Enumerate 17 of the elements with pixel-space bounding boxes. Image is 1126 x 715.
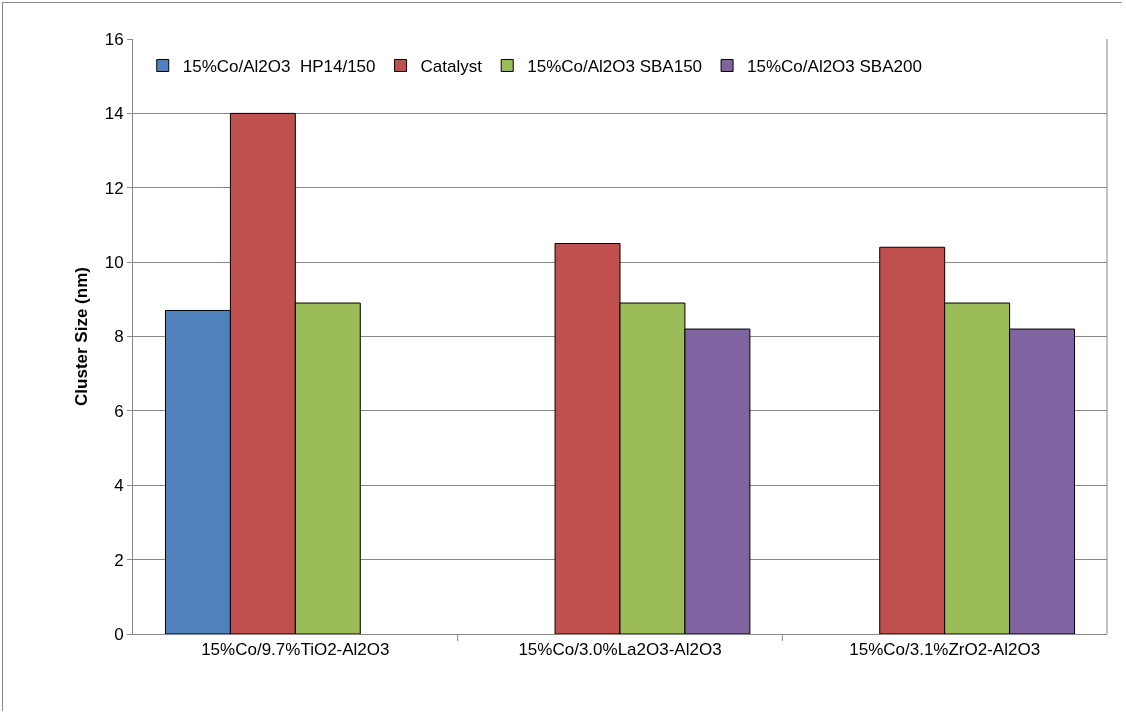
y-tick-label: 12 (104, 178, 124, 198)
y-tick-label: 14 (104, 104, 124, 124)
legend-label: 15%Co/Al2O3 SBA200 (747, 57, 922, 77)
y-tick-label: 2 (114, 550, 124, 570)
x-tick-label: 15%Co/3.0%La2O3-Al2O3 (518, 640, 722, 660)
legend-label: 15%Co/Al2O3 SBA150 (527, 57, 703, 77)
y-tick-label: 10 (104, 253, 124, 273)
x-tick-label: 15%Co/3.1%ZrO2-Al2O3 (849, 640, 1041, 660)
y-tick-label: 6 (114, 401, 124, 421)
y-tick-label: 4 (114, 476, 124, 496)
y-tick-label: 16 (104, 29, 124, 49)
y-axis-title: Cluster Size (nm) (72, 267, 92, 406)
legend-label: Catalyst (420, 57, 483, 77)
x-tick-label: 15%Co/9.7%TiO2-Al2O3 (201, 640, 390, 660)
y-tick-label: 8 (114, 327, 124, 347)
y-tick-label: 0 (114, 624, 124, 644)
legend-label: 15%Co/Al2O3 HP14/150 (182, 57, 376, 77)
